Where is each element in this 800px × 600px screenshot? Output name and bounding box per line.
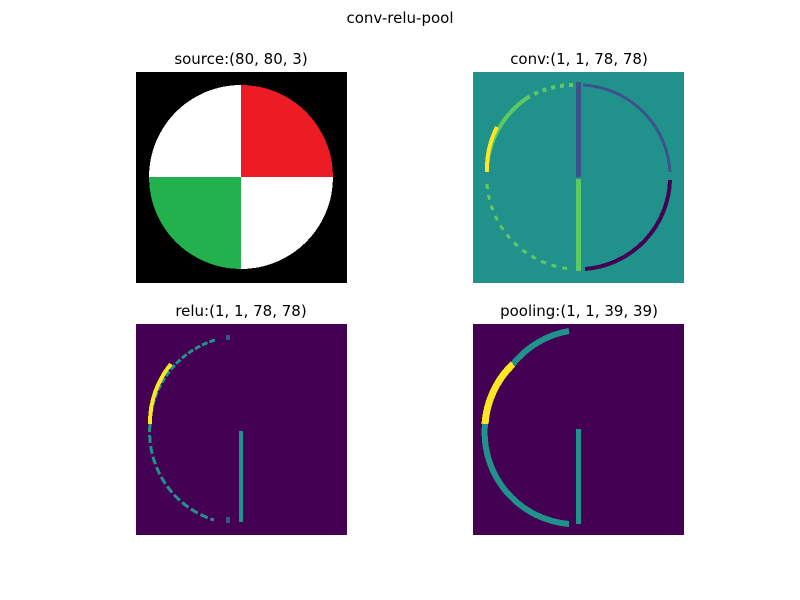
relu-edge-fragment-bottom [226, 517, 230, 523]
figure-title: conv-relu-pool [346, 9, 454, 27]
conv-edge-bottom-right [584, 179, 672, 271]
conv-edge-top-left-faint [525, 83, 574, 100]
relu-vertical-edge [239, 431, 243, 522]
source-quadrant-top-left [149, 85, 241, 177]
conv-vertical-edge-bottom [576, 179, 581, 271]
pooling-vertical-edge [576, 429, 581, 524]
source-panel-title: source:(80, 80, 3) [174, 50, 308, 68]
conv-edge-top-right [582, 83, 672, 173]
source-quadrant-bottom-left [149, 177, 241, 269]
conv-panel-title: conv:(1, 1, 78, 78) [510, 50, 648, 68]
pooling-panel-title: pooling:(1, 1, 39, 39) [500, 302, 658, 320]
relu-edge-fragment-top [226, 335, 230, 340]
relu-edge-lower-arc [148, 423, 215, 522]
relu-edge-peak [147, 362, 173, 425]
conv-edge-left-peak [484, 126, 499, 173]
source-quadrant-bottom-right [241, 177, 333, 269]
relu-image [136, 324, 347, 535]
pooling-edge-lower-arc [481, 423, 570, 527]
pooling-edge-peak [481, 361, 516, 425]
source-quadrant-top-right [241, 85, 333, 177]
source-image [136, 72, 347, 283]
conv-image [473, 72, 684, 283]
relu-panel-title: relu:(1, 1, 78, 78) [175, 302, 307, 320]
pooling-image [473, 324, 684, 535]
conv-edge-bottom-left [485, 183, 574, 271]
pooling-edge-upper-arc [510, 328, 570, 366]
conv-vertical-edge-top [576, 82, 581, 177]
